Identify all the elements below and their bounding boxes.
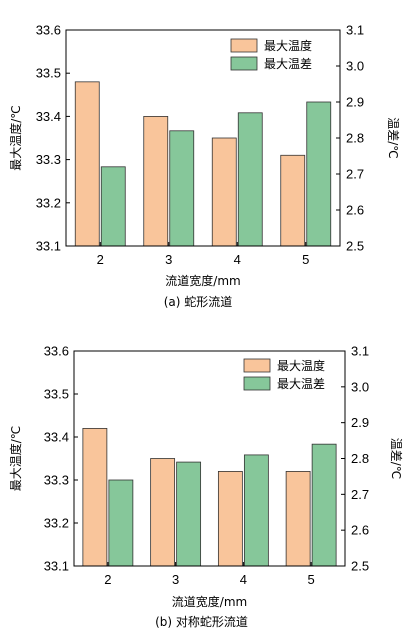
bar-max-temp-2 [74,81,100,247]
x-axis-label: 流道宽度/mm [172,594,247,609]
y-right-tick-label: 2.9 [351,415,369,430]
bar-max-temp-4 [217,470,243,567]
chart-panel-1: 2 3 4 5 33.1 33.2 33.3 33.4 33.5 33.6 2.5 2.6 2.7 2.8… [8,23,400,310]
y-axis-label-right: 温差/℃ [386,117,400,159]
y-right-tick-label: 3.0 [346,59,364,74]
y-left-tick-label: 33.1 [36,239,61,254]
legend-label: 最大温差 [277,377,325,391]
legend-label: 最大温度 [264,38,312,53]
y-axis-label-left: 最大温度/℃ [8,426,23,492]
chart-panel-2: 2 3 4 5 33.1 33.2 33.3 33.4 33.5 33.6 2.5 2.6 2.7 2.8… [8,344,403,630]
bar-max-temp-diff-4 [237,112,263,247]
bar-max-temp-diff-4 [243,454,269,567]
legend-swatch [230,38,258,53]
y-left-tick-label: 33.6 [36,23,61,38]
x-axis-label: 流道宽度/mm [165,273,240,288]
y-left-tick-label: 33.6 [44,344,69,359]
y-right-tick-label: 2.6 [346,203,364,218]
bar-max-temp-3 [143,116,169,247]
y-right-tick-label: 2.6 [351,523,369,538]
y-right-tick-label: 3.0 [351,379,369,394]
y-right-tick-label: 2.5 [346,239,364,254]
y-left-tick-label: 33.2 [44,516,69,531]
legend-label: 最大温差 [264,57,312,71]
y-right-tick-label: 2.8 [346,131,364,146]
y-right-tick-label: 2.5 [351,559,369,574]
bar-max-temp-5 [280,154,306,247]
figure-caption: (a) 蛇形流道 [164,294,233,309]
y-left-tick-label: 33.3 [44,473,69,488]
y-left-tick-label: 33.2 [36,195,61,210]
y-right-tick-label: 3.1 [346,23,364,38]
bar-max-temp-diff-3 [169,130,195,247]
bar-max-temp-diff-5 [306,101,332,247]
legend-swatch [243,376,271,391]
y-right-tick-label: 2.8 [351,451,369,466]
x-tick-label: 5 [308,572,315,587]
bar-max-temp-diff-2 [100,166,126,247]
y-left-tick-label: 33.4 [44,430,69,445]
bar-max-temp-diff-2 [108,479,134,567]
legend-swatch [243,358,271,373]
y-axis-label-right: 温差/℃ [389,438,403,480]
y-right-tick-label: 2.9 [346,95,364,110]
x-tick-label: 5 [302,252,309,267]
y-left-tick-label: 33.3 [36,152,61,167]
figure-caption: (b) 对称蛇形流道 [155,614,248,629]
bar-max-temp-5 [285,470,311,567]
bar-max-temp-2 [82,427,108,567]
x-tick-label: 2 [97,252,104,267]
y-right-tick-label: 2.7 [346,167,364,182]
x-tick-label: 4 [240,572,247,587]
y-left-tick-label: 33.5 [44,387,69,402]
x-tick-label: 2 [104,572,111,587]
y-left-tick-label: 33.5 [36,66,61,81]
legend-swatch [230,56,258,71]
x-tick-label: 3 [165,252,172,267]
x-tick-label: 4 [234,252,241,267]
bar-max-temp-3 [150,458,176,567]
bar-max-temp-4 [211,137,237,247]
y-axis-label-left: 最大温度/℃ [8,105,23,171]
y-right-tick-label: 3.1 [351,344,369,359]
x-tick-label: 3 [172,572,179,587]
bar-max-temp-diff-3 [176,461,202,567]
y-left-tick-label: 33.1 [44,559,69,574]
bar-max-temp-diff-5 [311,443,337,567]
y-left-tick-label: 33.4 [36,109,61,124]
y-right-tick-label: 2.7 [351,487,369,502]
legend-label: 最大温度 [277,358,325,373]
